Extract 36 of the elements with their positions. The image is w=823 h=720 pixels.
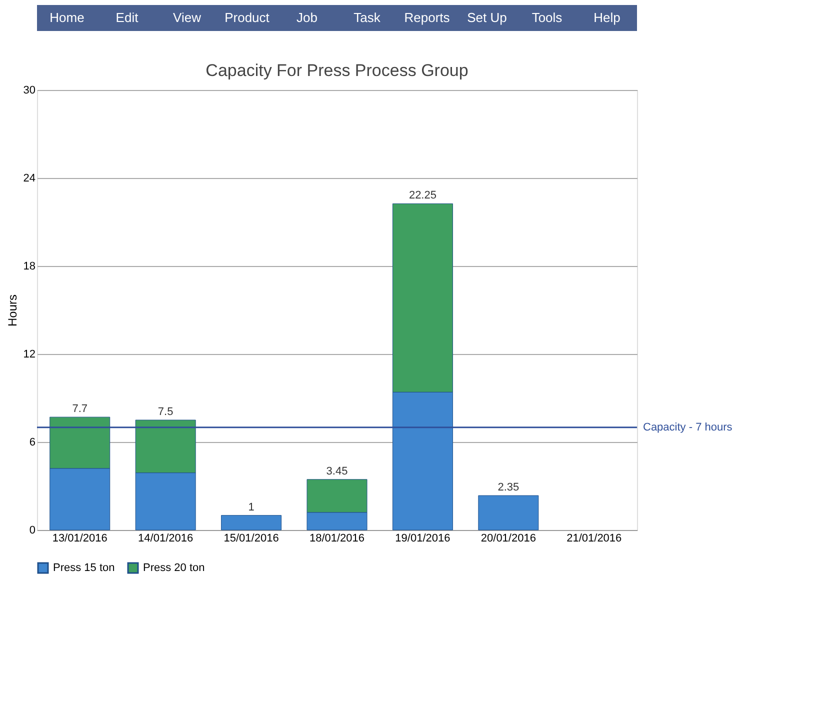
chart-title: Capacity For Press Process Group <box>206 61 468 80</box>
total-label: 1 <box>248 501 254 514</box>
x-tick-label: 14/01/2016 <box>138 532 194 544</box>
total-label: 7.7 <box>72 403 88 416</box>
total-label: 7.5 <box>158 406 174 418</box>
total-label: 22.25 <box>408 190 436 202</box>
text: Task <box>354 10 381 25</box>
x-tick-label: 18/01/2016 <box>309 532 365 544</box>
ref-line-label: Capacity - 7 hours <box>643 421 733 434</box>
text: Set Up <box>467 10 507 25</box>
text: Product <box>224 10 270 25</box>
text: Help <box>594 10 620 25</box>
text: View <box>173 10 202 25</box>
x-tick-label: 21/01/2016 <box>566 532 622 544</box>
x-tick-label: 15/01/2016 <box>224 532 279 544</box>
text: Job <box>296 10 318 25</box>
legend-label: Press 20 ton <box>143 562 205 574</box>
y-tick-label: 24 <box>23 172 36 184</box>
x-tick-label: 13/01/2016 <box>52 532 108 544</box>
y-tick-label: 0 <box>29 524 36 536</box>
text: Tools <box>532 10 563 25</box>
y-tick-label: 6 <box>29 436 36 448</box>
y-axis-title: Hours <box>5 294 20 327</box>
bar <box>478 495 539 530</box>
x-tick-label: 19/01/2016 <box>395 532 450 544</box>
legend-label: Press 15 ton <box>53 562 115 574</box>
y-tick-label: 30 <box>23 84 36 96</box>
x-tick-label: 20/01/2016 <box>480 532 536 544</box>
text: Edit <box>116 10 139 25</box>
text: Reports <box>404 10 450 25</box>
y-tick-label: 12 <box>23 348 36 360</box>
total-label: 2.35 <box>498 482 520 494</box>
text: Home <box>50 10 84 25</box>
bar <box>221 515 282 530</box>
total-label: 3.45 <box>326 465 348 478</box>
y-tick-label: 18 <box>23 260 36 272</box>
